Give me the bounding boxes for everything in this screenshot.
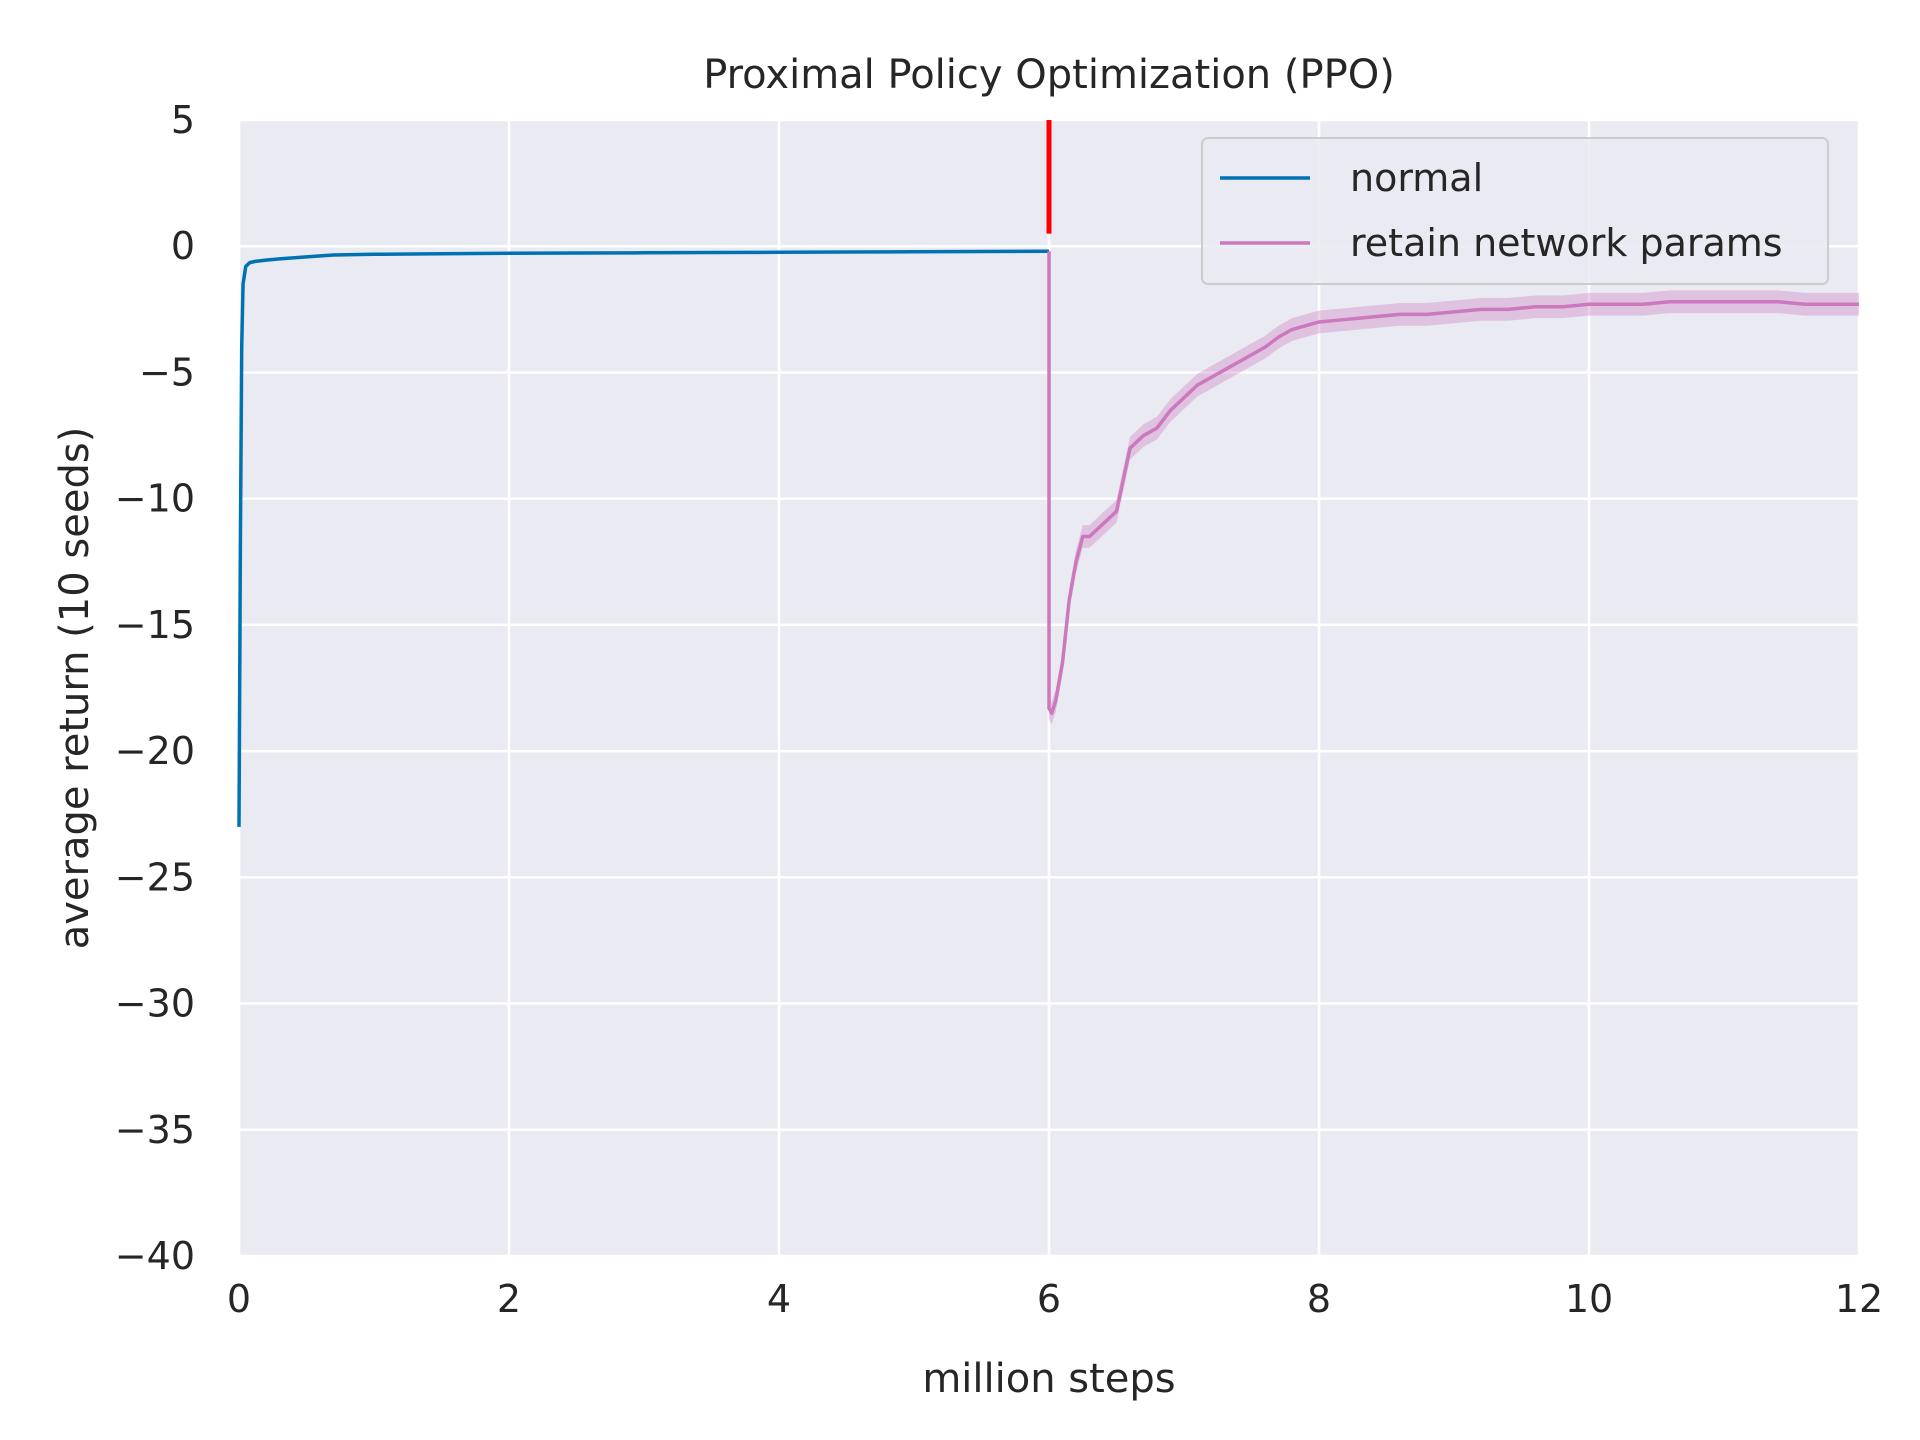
y-tick-label: −35 (115, 1108, 195, 1152)
y-tick-label: 5 (171, 98, 195, 142)
x-tick-label: 12 (1835, 1277, 1883, 1321)
y-tick-label: −20 (115, 729, 195, 773)
y-tick-labels: 5 0 −5 −10 −15 −20 −25 −30 −35 −40 (115, 98, 195, 1278)
y-tick-label: −30 (115, 982, 195, 1026)
y-tick-label: −25 (115, 855, 195, 899)
y-tick-label: −15 (115, 603, 195, 647)
legend-box (1201, 137, 1829, 285)
series-line-1 (1047, 251, 1859, 715)
y-tick-label: −10 (115, 477, 195, 521)
y-tick-label: −40 (115, 1234, 195, 1278)
x-tick-label: 4 (767, 1277, 791, 1321)
series-line-0 (237, 249, 1050, 827)
chart-title: Proximal Policy Optimization (PPO) (703, 52, 1395, 98)
legend: normal retain network params (1201, 137, 1829, 285)
series-lines (237, 249, 1859, 827)
y-tick-label: −5 (139, 350, 195, 394)
x-tick-labels: 0 2 4 6 8 10 12 (227, 1277, 1883, 1321)
x-tick-label: 8 (1307, 1277, 1331, 1321)
x-tick-label: 6 (1037, 1277, 1061, 1321)
legend-label: retain network params (1350, 221, 1783, 265)
y-tick-label: 0 (171, 224, 195, 268)
x-tick-label: 10 (1565, 1277, 1613, 1321)
x-tick-label: 2 (497, 1277, 521, 1321)
x-axis-label: million steps (922, 1356, 1175, 1402)
x-tick-label: 0 (227, 1277, 251, 1321)
legend-label: normal (1350, 156, 1483, 200)
y-axis-label: average return (10 seeds) (52, 427, 98, 950)
